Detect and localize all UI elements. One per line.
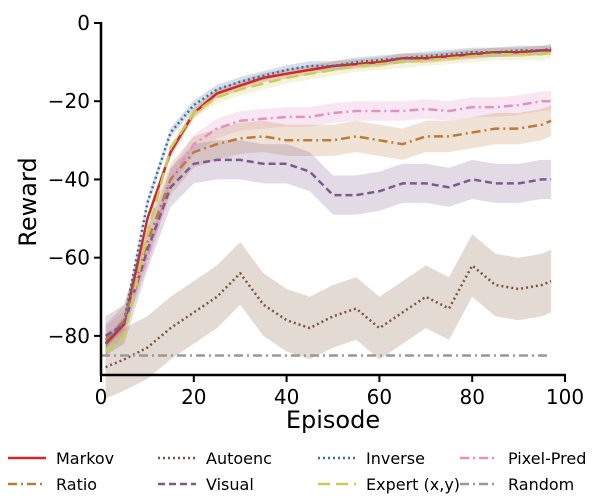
legend-label-expert-x-y: Expert (x,y)	[366, 475, 460, 494]
x-tick-label: 20	[181, 385, 206, 409]
legend-label-ratio: Ratio	[56, 475, 97, 494]
y-axis-title: Reward	[14, 157, 42, 246]
line-pixel-pred	[104, 99, 552, 337]
line-expert-x-y	[104, 51, 552, 353]
legend-label-inverse: Inverse	[366, 449, 425, 468]
y-tick-label: 0	[77, 11, 90, 35]
line-inverse	[104, 47, 552, 345]
x-tick-label: 60	[367, 385, 392, 409]
band-autoenc	[105, 234, 552, 399]
legend-label-autoenc: Autoenc	[206, 449, 272, 468]
confidence-bands	[105, 43, 552, 399]
series-lines	[101, 47, 552, 369]
y-tick-label: −60	[48, 246, 90, 270]
x-tick-label: 0	[95, 385, 108, 409]
legend-label-markov: Markov	[56, 449, 114, 468]
band-ratio	[105, 105, 552, 356]
x-axis-title: Episode	[286, 406, 380, 434]
x-tick-label: 40	[274, 385, 299, 409]
legend-label-visual: Visual	[206, 475, 254, 494]
line-visual	[104, 158, 552, 337]
line-autoenc	[105, 264, 552, 369]
legend-label-random: Random	[508, 475, 574, 494]
y-ticks: 0 −20 −40 −60 −80	[48, 11, 101, 348]
axes	[99, 22, 566, 377]
x-tick-label: 100	[546, 385, 584, 409]
legend-label-pixel-pred: Pixel-Pred	[508, 449, 586, 468]
y-tick-label: −40	[48, 167, 90, 191]
y-tick-label: −80	[48, 324, 90, 348]
x-tick-label: 80	[459, 385, 484, 409]
band-visual	[105, 140, 552, 356]
x-ticks: 0 20 40 60 80 100	[95, 375, 584, 409]
y-tick-label: −20	[48, 89, 90, 113]
legend: Markov Autoenc Inverse Pixel-Pred Ratio Visua…	[8, 449, 586, 494]
